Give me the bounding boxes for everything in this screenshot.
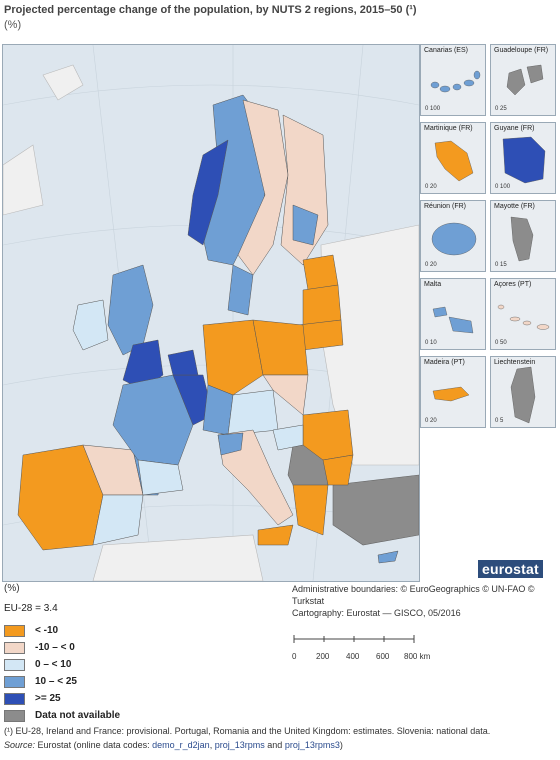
inset-madeira: Madeira (PT) 0 20 [420, 356, 486, 428]
scale-label: 200 [316, 652, 330, 661]
legend-swatch [4, 658, 25, 671]
italy [217, 429, 294, 546]
inset-scale: 0 20 [425, 418, 437, 424]
legend-item: < -10 [4, 622, 120, 639]
scale-bar: 0 200 400 600 800 km [292, 632, 432, 662]
map-title: Projected percentage change of the popul… [4, 4, 417, 16]
scale-bar-labels: 0 200 400 600 800 km [292, 652, 432, 662]
credits-cartography: Cartography: Eurostat — GISCO, 05/2016 [292, 608, 461, 618]
inset-label: Canarias (ES) [424, 47, 468, 54]
legend-swatch [4, 641, 25, 654]
legend-item: 10 – < 25 [4, 673, 120, 690]
inset-reunion-map [431, 222, 477, 256]
legend-item: >= 25 [4, 690, 120, 707]
iberia [17, 444, 164, 551]
inset-martinique: Martinique (FR) 0 20 [420, 122, 486, 194]
scale-bar-graphic [293, 635, 415, 643]
legend-item: 0 – < 10 [4, 656, 120, 673]
scale-label: 600 [376, 652, 390, 661]
inset-canarias: Canarias (ES) 0 100 [420, 44, 486, 116]
data-code-link-proj-13rpms3[interactable]: proj_13rpms3 [284, 740, 340, 750]
europe-map-svg [3, 45, 419, 581]
map-subtitle: (%) [4, 19, 22, 31]
inset-mayotte-map [510, 216, 534, 262]
legend-swatch [4, 692, 25, 705]
inset-reunion: Réunion (FR) 0 20 [420, 200, 486, 272]
credits-boundaries: Administrative boundaries: © EuroGeograp… [292, 584, 535, 606]
inset-label: Malta [424, 281, 442, 288]
inset-scale: 0 100 [495, 184, 511, 190]
inset-scale: 0 10 [425, 340, 437, 346]
inset-guadeloupe-map [506, 64, 544, 96]
legend-unit: (%) [4, 583, 20, 594]
legend-item: Data not available [4, 707, 120, 724]
legend-label: -10 – < 0 [35, 642, 75, 653]
source-and: and [267, 740, 283, 750]
inset-label: Martinique (FR) [424, 125, 473, 132]
balkans [272, 409, 354, 536]
source-separator: , [209, 740, 213, 750]
legend-label: 10 – < 25 [35, 676, 77, 687]
data-code-link-demo-r-d2jan[interactable]: demo_r_d2jan [152, 740, 210, 750]
inset-scale: 0 5 [495, 418, 504, 424]
baltics [297, 254, 344, 351]
inset-label: Réunion (FR) [424, 203, 467, 210]
legend-swatch [4, 675, 25, 688]
inset-liechtenstein-map [510, 366, 536, 424]
british-isles [72, 264, 164, 391]
inset-acores-map [497, 304, 550, 330]
inset-label: Liechtenstein [494, 359, 536, 366]
inset-scale: 0 25 [495, 106, 507, 112]
inset-label: Madeira (PT) [424, 359, 465, 366]
source-end: ) [339, 740, 343, 750]
cyprus [377, 550, 399, 564]
inset-scale: 0 20 [425, 262, 437, 268]
central-europe [202, 319, 309, 436]
inset-scale: 0 15 [495, 262, 507, 268]
scale-label: 0 [292, 652, 297, 661]
scandinavia [187, 94, 329, 316]
inset-malta-map [432, 306, 474, 334]
inset-label: Guyane (FR) [494, 125, 535, 132]
legend: < -10 -10 – < 0 0 – < 10 10 – < 25 >= 25… [4, 622, 120, 724]
legend-swatch [4, 709, 25, 722]
scale-label: 400 [346, 652, 360, 661]
inset-liechtenstein: Liechtenstein 0 5 [490, 356, 556, 428]
inset-malta: Malta 0 10 [420, 278, 486, 350]
map-credits: Administrative boundaries: © EuroGeograp… [292, 583, 560, 619]
france-benelux [112, 349, 214, 496]
eurostat-logo: eurostat [478, 560, 543, 578]
inset-mayotte: Mayotte (FR) 0 15 [490, 200, 556, 272]
inset-guadeloupe: Guadeloupe (FR) 0 25 [490, 44, 556, 116]
source-text: Eurostat (online data codes: [37, 740, 150, 750]
main-map [2, 44, 420, 582]
inset-scale: 0 20 [425, 184, 437, 190]
legend-label: Data not available [35, 710, 121, 721]
source-label: Source: [4, 740, 36, 750]
legend-label: 0 – < 10 [35, 659, 72, 670]
inset-acores: Açores (PT) 0 50 [490, 278, 556, 350]
inset-label: Guadeloupe (FR) [494, 47, 549, 54]
legend-label: < -10 [35, 625, 59, 636]
inset-guyane: Guyane (FR) 0 100 [490, 122, 556, 194]
inset-martinique-map [434, 140, 474, 182]
outermost-regions-insets: Canarias (ES) 0 100 Guadeloupe (FR) 0 25… [420, 44, 560, 580]
inset-guyane-map [502, 136, 546, 184]
legend-label: >= 25 [35, 693, 61, 704]
inset-scale: 0 50 [495, 340, 507, 346]
inset-label: Açores (PT) [494, 281, 532, 288]
eu-average-value: EU-28 = 3.4 [4, 603, 58, 614]
source-line: Source: Eurostat (online data codes: dem… [4, 740, 343, 750]
scale-label: 800 km [404, 652, 431, 661]
inset-scale: 0 100 [425, 106, 441, 112]
non-eu-land [3, 64, 419, 581]
inset-madeira-map [432, 386, 470, 402]
data-code-link-proj-13rpms[interactable]: proj_13rpms [214, 740, 265, 750]
inset-canarias-map [430, 70, 481, 93]
legend-swatch [4, 624, 25, 637]
legend-item: -10 – < 0 [4, 639, 120, 656]
inset-label: Mayotte (FR) [494, 203, 535, 210]
footnote: (¹) EU-28, Ireland and France: provision… [4, 726, 491, 736]
